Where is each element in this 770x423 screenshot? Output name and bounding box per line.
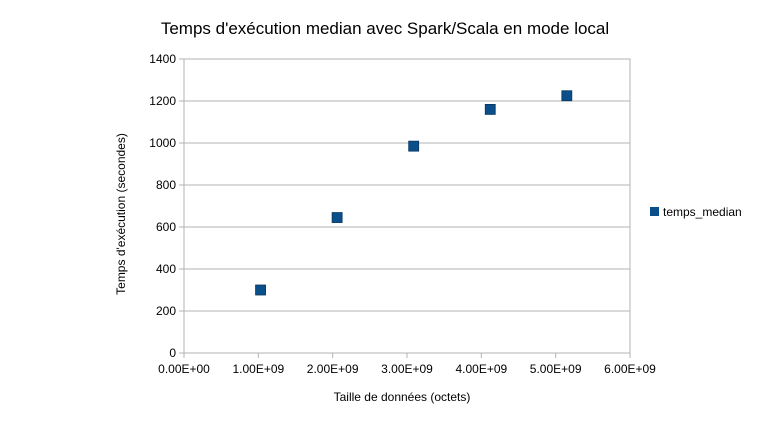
legend-marker-temps-median bbox=[650, 207, 659, 216]
data-point bbox=[408, 140, 420, 152]
grid-lines bbox=[184, 58, 630, 354]
x-tick-label: 6.00E+09 bbox=[604, 362, 656, 376]
y-axis-title: Temps d'exécution (secondes) bbox=[114, 133, 128, 295]
x-tick-label: 1.00E+09 bbox=[232, 362, 284, 376]
y-tick-label: 1000 bbox=[149, 136, 176, 150]
y-tick-label: 1400 bbox=[149, 52, 176, 66]
x-tick-label: 2.00E+09 bbox=[307, 362, 359, 376]
y-axis-ticks: 0 200 400 600 800 1000 1200 1400 bbox=[149, 52, 184, 360]
data-point bbox=[484, 104, 496, 115]
y-tick-label: 1200 bbox=[149, 94, 176, 108]
x-axis-title: Taille de données (octets) bbox=[334, 390, 471, 404]
chart-title: Temps d'exécution median avec Spark/Scal… bbox=[161, 19, 609, 38]
data-point bbox=[561, 90, 573, 102]
data-point bbox=[331, 212, 343, 223]
x-axis-ticks: 0.00E+00 1.00E+09 2.00E+09 3.00E+09 4.00E+09… bbox=[158, 353, 656, 376]
plot-area-frame bbox=[183, 58, 631, 354]
x-tick-label: 4.00E+09 bbox=[455, 362, 507, 376]
x-tick-label: 3.00E+09 bbox=[381, 362, 433, 376]
legend: temps_median bbox=[650, 205, 742, 219]
data-point bbox=[255, 284, 266, 296]
y-tick-label: 200 bbox=[156, 304, 176, 318]
y-tick-label: 800 bbox=[156, 178, 176, 192]
y-tick-label: 0 bbox=[169, 346, 176, 360]
y-tick-label: 600 bbox=[156, 220, 176, 234]
legend-label-temps-median: temps_median bbox=[663, 205, 742, 219]
y-tick-label: 400 bbox=[156, 262, 176, 276]
x-tick-label: 5.00E+09 bbox=[530, 362, 582, 376]
x-tick-label: 0.00E+00 bbox=[158, 362, 210, 376]
data-points bbox=[255, 90, 573, 296]
